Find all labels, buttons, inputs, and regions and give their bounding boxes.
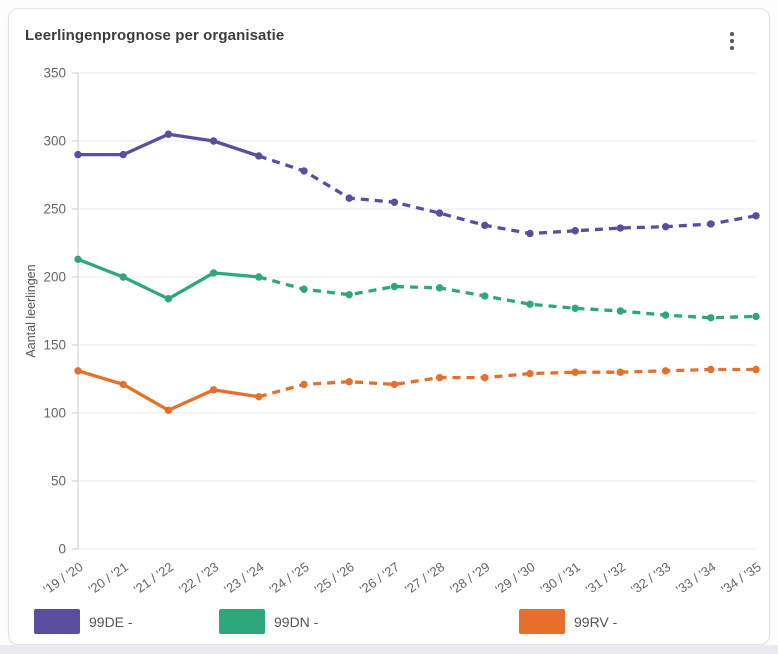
x-tick-label: '26 / '27 [357,559,402,597]
data-point-marker[interactable] [390,282,399,291]
data-point-marker[interactable] [209,137,218,145]
y-tick-label: 300 [43,134,66,149]
data-point-marker[interactable] [255,273,263,281]
series-line-dashed [258,367,756,399]
chart-card: Leerlingenprognose per organisatie 0 50 10… [8,8,770,645]
data-point-marker[interactable] [526,300,534,308]
data-point-marker[interactable] [390,380,399,389]
y-tick-label: 350 [43,66,66,81]
series-line-dashed [258,154,757,236]
data-point-marker[interactable] [616,224,625,232]
x-tick-label: '25 / '26 [312,559,357,597]
data-point-marker[interactable] [661,367,670,375]
legend-swatch-99dn [219,609,265,634]
data-point-marker[interactable] [481,221,489,230]
data-point-marker[interactable] [571,368,579,376]
data-point-marker[interactable] [74,367,82,375]
data-point-marker[interactable] [119,380,127,389]
data-point-marker[interactable] [164,406,173,414]
data-point-marker[interactable] [119,273,127,281]
data-point-marker[interactable] [707,220,715,228]
x-tick-label: '29 / '30 [492,559,537,597]
data-point-marker[interactable] [435,284,444,292]
line-chart-plot-area: 0 50 100 150 200 250 300 350 Aantal leerlingen '1… [24,66,764,598]
x-tick-label: '19 / '20 [40,559,85,597]
data-point-marker[interactable] [435,209,444,217]
x-tick-label: '24 / '25 [266,559,311,597]
legend-swatch-99rv [519,609,565,634]
legend-label-99dn: 99DN - [274,613,319,630]
series-line-solid [76,369,261,412]
data-point-marker[interactable] [616,368,625,376]
data-point-marker[interactable] [255,392,263,401]
y-tick-label: 250 [43,202,66,217]
series-line-dashed [258,275,757,320]
legend-item-99dn[interactable]: 99DN - [219,609,318,634]
data-point-marker[interactable] [300,167,308,175]
series-line-solid [76,257,261,301]
x-tick-label: '27 / '28 [402,559,447,597]
data-point-marker[interactable] [752,212,760,220]
data-point-marker[interactable] [707,365,715,374]
legend-swatch-99de [34,609,80,634]
legend-label-99de: 99DE - [89,613,133,630]
data-point-marker[interactable] [209,386,218,394]
y-axis-title: Aantal leerlingen [24,264,38,357]
x-tick-label: '23 / '24 [221,559,266,597]
data-point-marker[interactable] [752,312,760,321]
data-point-marker[interactable] [164,130,173,138]
x-tick-label: '32 / '33 [628,559,673,597]
kebab-menu-icon [730,39,734,43]
data-point-marker[interactable] [435,373,444,382]
y-tick-label: 100 [43,406,66,421]
data-point-marker[interactable] [345,194,353,202]
data-point-marker[interactable] [345,290,353,299]
data-point-marker[interactable] [209,269,218,277]
page-background-strip [0,645,778,654]
kebab-menu-icon [730,46,734,50]
data-point-marker[interactable] [526,229,534,238]
x-tick-label: '31 / '32 [583,559,628,597]
x-tick-label: '30 / '31 [538,559,583,597]
kebab-menu-icon [730,32,734,36]
data-point-marker[interactable] [616,307,625,315]
data-point-marker[interactable] [526,369,534,378]
data-point-marker[interactable] [300,380,308,389]
data-point-marker[interactable] [164,295,173,303]
data-point-marker[interactable] [752,365,760,374]
data-point-marker[interactable] [119,150,127,159]
x-tick-label: '28 / '29 [447,559,492,597]
data-point-marker[interactable] [345,378,353,386]
data-point-marker[interactable] [481,292,489,300]
data-point-marker[interactable] [74,255,82,264]
data-point-marker[interactable] [661,222,670,231]
x-tick-label: '21 / '22 [131,559,176,597]
legend-item-99rv[interactable]: 99RV - [519,609,617,634]
y-tick-label: 0 [58,542,66,557]
data-point-marker[interactable] [571,227,579,235]
legend-item-99de[interactable]: 99DE - [34,609,133,634]
data-point-marker[interactable] [255,152,263,160]
y-tick-label: 200 [43,270,66,285]
chart-options-button[interactable] [719,25,745,57]
y-tick-label: 150 [43,338,66,353]
y-tick-label: 50 [51,474,66,489]
x-tick-label: '20 / '21 [86,559,131,597]
data-point-marker[interactable] [74,150,82,159]
x-tick-label: '22 / '23 [176,559,221,597]
data-point-marker[interactable] [390,198,399,206]
data-point-marker[interactable] [661,311,670,319]
chart-legend: 99DE - 99DN - 99RV - [9,609,771,639]
x-tick-label: '34 / '35 [718,559,763,597]
data-point-marker[interactable] [571,304,579,312]
chart-title: Leerlingenprognose per organisatie [25,27,285,44]
legend-label-99rv: 99RV - [574,613,618,630]
data-point-marker[interactable] [481,373,489,382]
data-point-marker[interactable] [300,285,308,293]
data-point-marker[interactable] [707,314,715,322]
x-tick-label: '33 / '34 [673,559,718,597]
